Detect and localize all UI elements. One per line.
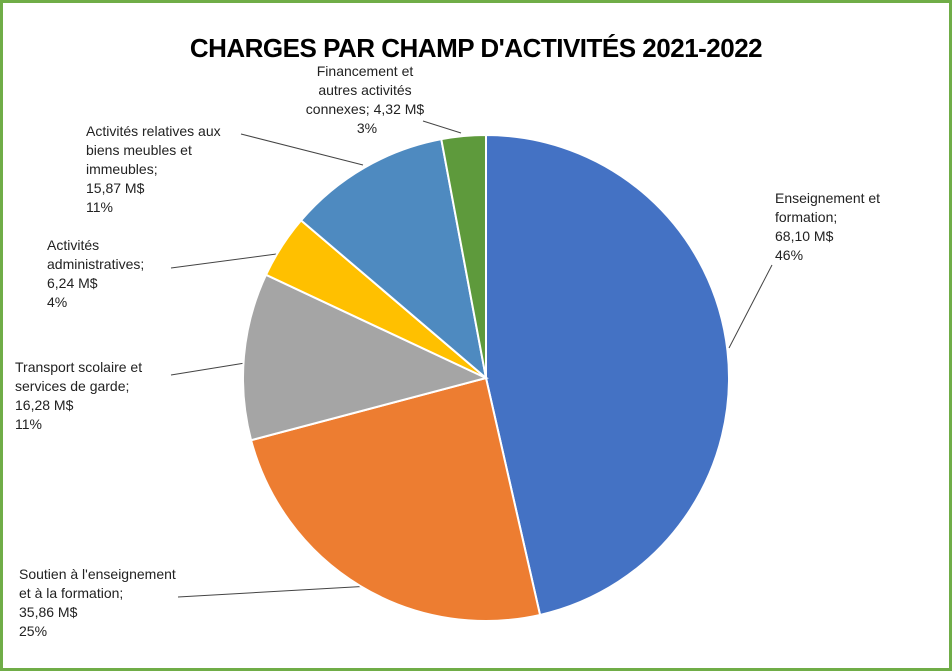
pie-slice	[485, 133, 730, 617]
pie-area	[170, 120, 773, 622]
leader-line	[170, 252, 285, 269]
percent-label: 46%	[775, 247, 804, 263]
value-label: 35,86 M$	[19, 604, 78, 620]
leader-line	[170, 362, 246, 376]
leader-line	[240, 133, 364, 166]
leader-line	[728, 264, 773, 349]
pie-slice	[242, 273, 489, 442]
data-label: Soutien à l'enseignement et à la formati…	[15, 565, 190, 641]
category-label: Soutien à l'enseignement et à la formati…	[19, 566, 176, 601]
data-label: Financement et autres activités connexes…	[300, 62, 430, 138]
category-label: Transport scolaire et services de garde;	[15, 359, 143, 394]
chart-title: CHARGES PAR CHAMP D'ACTIVITÉS 2021-2022	[189, 33, 763, 63]
leader-line	[422, 120, 462, 134]
percent-label: 4%	[47, 294, 68, 310]
category-label: Activités administratives;	[47, 237, 145, 272]
data-label: Activités administratives; 6,24 M$ 4%	[47, 236, 177, 312]
percent-label: 11%	[86, 199, 113, 215]
pie-slice	[440, 133, 487, 379]
data-label: Enseignement et formation; 68,10 M$ 46%	[771, 189, 921, 265]
category-label: Financement et autres activités connexes…	[305, 63, 414, 117]
percent-label: 3%	[356, 120, 378, 136]
data-label: Transport scolaire et services de garde;…	[15, 358, 185, 434]
percent-label: 25%	[19, 623, 48, 639]
value-label: 6,24 M$	[47, 275, 98, 291]
leader-line	[177, 585, 372, 598]
pie-slice	[299, 137, 488, 381]
value-label: 4,32 M$	[373, 101, 425, 117]
percent-label: 11%	[15, 416, 42, 432]
value-label: 68,10 M$	[775, 228, 834, 244]
data-label: Activités relatives aux biens meubles et…	[82, 122, 252, 217]
category-label: Enseignement et formation;	[775, 190, 881, 225]
pie-slice	[249, 376, 542, 622]
value-label: 16,28 M$	[15, 397, 74, 413]
value-label: 15,87 M$	[86, 180, 145, 196]
category-label: Activités relatives aux biens meubles et…	[86, 123, 221, 177]
